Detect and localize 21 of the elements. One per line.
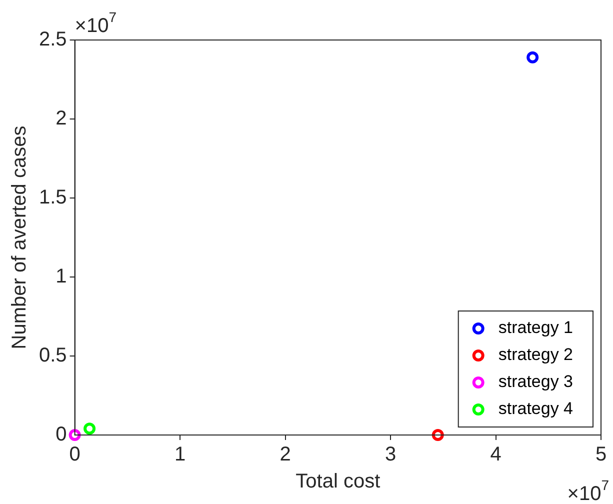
point bbox=[84, 422, 96, 435]
y-tick-label: 1.5 bbox=[38, 186, 67, 209]
legend-label: strategy 1 bbox=[498, 318, 574, 338]
x-tick-label: 4 bbox=[490, 444, 502, 466]
y-tick-label: 0.5 bbox=[38, 344, 67, 367]
y-tick-label: 0 bbox=[56, 424, 67, 446]
y-tick-label: 2.5 bbox=[38, 28, 67, 51]
y-axis-title: Number of averted cases bbox=[8, 126, 31, 350]
x-tick-label: 1 bbox=[174, 444, 186, 466]
x-tick-label: 3 bbox=[384, 444, 396, 466]
y-tick-label: 1 bbox=[56, 266, 67, 288]
x-tick-label: 5 bbox=[595, 444, 607, 466]
legend-label: strategy 4 bbox=[498, 399, 574, 418]
point bbox=[68, 429, 81, 441]
legend-label: strategy 2 bbox=[498, 345, 574, 364]
point bbox=[526, 51, 539, 64]
point bbox=[432, 429, 444, 441]
x-axis-title: Total cost bbox=[296, 470, 381, 493]
y-tick-label: 2 bbox=[56, 108, 67, 130]
legend-label: strategy 3 bbox=[498, 372, 574, 392]
x-tick-label: 2 bbox=[280, 444, 291, 466]
